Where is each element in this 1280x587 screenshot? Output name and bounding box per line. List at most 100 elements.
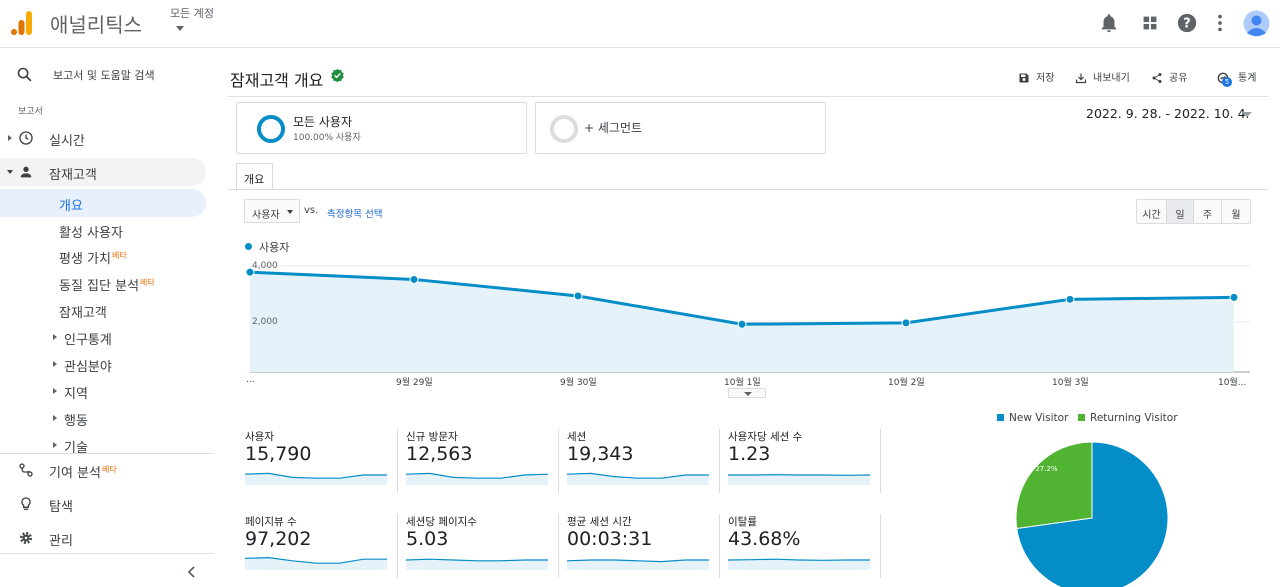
series-area: [250, 272, 1234, 372]
sidebar-item-audiences[interactable]: 잠재고객: [0, 296, 214, 324]
tab-overview[interactable]: 개요: [236, 163, 273, 190]
scorecard[interactable]: 평균 세션 시간 00:03:31: [567, 514, 719, 580]
scorecard[interactable]: 사용자당 세션 수 1.23: [728, 429, 880, 495]
scorecard[interactable]: 신규 방문자 12,563: [406, 429, 558, 495]
search-label[interactable]: 보고서 및 도움말 검색: [53, 69, 155, 82]
chevron-down-icon[interactable]: [7, 170, 13, 174]
pie-slice-label: 27.2%: [1035, 465, 1058, 473]
chevron-right-icon[interactable]: [53, 388, 57, 394]
sparkline: [567, 472, 709, 485]
scorecard-divider: [719, 514, 720, 578]
verified-check-icon: [331, 68, 344, 83]
sidebar-item-active-users[interactable]: 활성 사용자: [0, 216, 214, 244]
tab-divider: [228, 189, 1268, 190]
data-point[interactable]: [737, 319, 747, 329]
apps-grid-icon[interactable]: [1139, 12, 1161, 34]
scorecard-value: 12,563: [406, 443, 473, 465]
sidebar-search[interactable]: 보고서 및 도움말 검색: [0, 48, 214, 100]
sidebar-item-behavior[interactable]: 행동: [0, 404, 214, 432]
scorecard-label: 세션: [567, 431, 587, 443]
data-point[interactable]: [409, 274, 419, 284]
sidebar-item-technology[interactable]: 기술: [0, 431, 214, 453]
more-vert-icon[interactable]: [1209, 12, 1231, 34]
data-point[interactable]: [1229, 292, 1239, 302]
sidebar-item-demographics[interactable]: 인구통계: [0, 323, 214, 351]
granularity-toggle: 시간 일 주 월: [1136, 199, 1251, 224]
pie-slice[interactable]: [1015, 441, 1093, 530]
gear-icon: [20, 532, 32, 544]
scorecard-divider: [880, 429, 881, 493]
granularity-day[interactable]: 일: [1167, 200, 1194, 223]
beta-badge: 베타: [101, 464, 117, 474]
beta-badge: 베타: [140, 277, 155, 287]
data-point[interactable]: [573, 291, 583, 301]
legend-label: Returning Visitor: [1090, 412, 1178, 424]
granularity-hour[interactable]: 시간: [1137, 200, 1167, 223]
add-segment-label: + 세그먼트: [584, 121, 643, 135]
chevron-right-icon[interactable]: [53, 361, 57, 367]
visitor-pie-chart: 72.8%27.2%: [1015, 441, 1169, 587]
sidebar-item-realtime[interactable]: 실시간: [0, 124, 214, 152]
scorecard[interactable]: 세션 19,343: [567, 429, 719, 495]
data-point[interactable]: [245, 267, 255, 277]
sidebar-item-geo[interactable]: 지역: [0, 377, 214, 405]
insights-button[interactable]: 5 통계: [1215, 69, 1256, 87]
sidebar-item-admin[interactable]: 관리: [0, 524, 214, 552]
sidebar-item-label: 잠재고객: [59, 306, 107, 321]
data-point[interactable]: [1065, 294, 1075, 304]
save-button[interactable]: 저장: [1018, 69, 1054, 84]
clock-icon: [19, 131, 33, 145]
sparkline-line: [406, 472, 549, 479]
sidebar-item-cohort-analysis[interactable]: 동질 집단 분석베타: [0, 269, 214, 297]
avatar-icon[interactable]: [1243, 10, 1270, 37]
data-point[interactable]: [901, 318, 911, 328]
help-icon[interactable]: ?: [1176, 12, 1198, 34]
scorecard-label: 페이지뷰 수: [245, 516, 297, 528]
sidebar-item-interests[interactable]: 관심분야: [0, 350, 214, 378]
date-range-picker[interactable]: 2022. 9. 28. - 2022. 10. 4.: [1086, 106, 1250, 121]
sidebar-item-attribution[interactable]: 기여 분석베타: [0, 456, 214, 484]
add-segment-button[interactable]: + 세그먼트: [535, 102, 826, 154]
sidebar-item-overview[interactable]: 개요: [0, 189, 206, 217]
chevron-left-icon[interactable]: [186, 566, 198, 578]
bell-icon[interactable]: [1098, 12, 1120, 34]
segment-all-users[interactable]: 모든 사용자 100.00% 사용자: [236, 102, 527, 154]
sidebar-item-lifetime-value[interactable]: 평생 가치베타: [0, 242, 214, 270]
granularity-week[interactable]: 주: [1194, 200, 1222, 223]
users-line-chart: [245, 265, 1250, 373]
chevron-down-icon[interactable]: [1242, 112, 1252, 117]
sidebar-item-audience[interactable]: 잠재고객: [0, 158, 206, 186]
x-tick-label: 10월 3일: [1052, 378, 1089, 388]
export-label: 내보내기: [1093, 73, 1130, 84]
chevron-right-icon[interactable]: [53, 415, 57, 421]
chevron-right-icon[interactable]: [53, 442, 57, 448]
chevron-right-icon[interactable]: [8, 135, 12, 141]
sparkline-area: [728, 559, 870, 570]
select-metric-link[interactable]: 측정항목 선택: [327, 209, 383, 220]
chevron-right-icon[interactable]: [53, 334, 57, 340]
sparkline-line: [728, 558, 870, 561]
y-tick-label: 4,000: [252, 261, 278, 271]
vs-label: vs.: [304, 205, 319, 216]
scorecard[interactable]: 페이지뷰 수 97,202: [245, 514, 397, 580]
chevron-down-icon[interactable]: [176, 26, 184, 31]
account-selector-label[interactable]: 모든 계정: [170, 7, 214, 20]
granularity-month[interactable]: 월: [1222, 200, 1250, 223]
sidebar-item-discover[interactable]: 탐색: [0, 490, 214, 518]
export-button[interactable]: 내보내기: [1075, 69, 1130, 84]
scorecard-label: 평균 세션 시간: [567, 516, 632, 528]
scorecard-label: 세션당 페이지수: [406, 516, 477, 528]
scorecard[interactable]: 세션당 페이지수 5.03: [406, 514, 558, 580]
attribution-icon: [19, 463, 33, 477]
beta-badge: 베타: [111, 250, 127, 260]
metric-select[interactable]: 사용자: [244, 199, 300, 223]
search-icon[interactable]: [16, 66, 33, 83]
sidebar-item-label: 탐색: [49, 500, 73, 515]
scorecard[interactable]: 이탈률 43.68%: [728, 514, 880, 580]
chevron-down-icon: [287, 210, 293, 214]
analytics-logo-icon[interactable]: [10, 10, 34, 36]
share-button[interactable]: 공유: [1151, 69, 1187, 84]
expand-chart-button[interactable]: [728, 388, 766, 398]
x-tick-label: ...: [246, 375, 255, 385]
scorecard[interactable]: 사용자 15,790: [245, 429, 397, 495]
